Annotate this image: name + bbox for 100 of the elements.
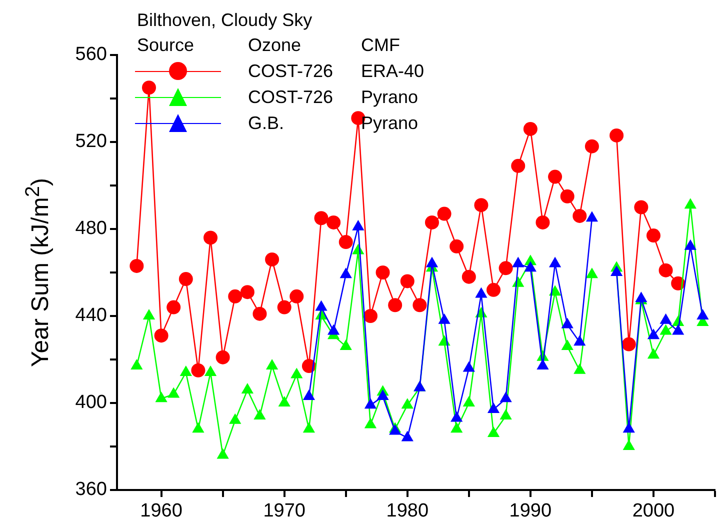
point: [426, 256, 438, 268]
point: [364, 418, 377, 428]
point: [401, 430, 414, 442]
point: [254, 409, 266, 420]
point: [265, 252, 280, 266]
x-tick-label: 1990: [509, 500, 552, 522]
point: [328, 324, 340, 335]
point: [536, 215, 550, 230]
point: [240, 285, 254, 300]
point: [178, 272, 193, 286]
point: [142, 80, 156, 95]
x-tick-label: 1970: [263, 500, 306, 522]
y-tick-label: 440: [75, 305, 107, 326]
point: [340, 339, 352, 350]
point: [192, 422, 204, 433]
point: [511, 158, 526, 173]
point: [241, 382, 254, 394]
point: [586, 268, 598, 278]
point: [610, 266, 623, 276]
point: [586, 211, 598, 222]
point: [168, 387, 180, 398]
point: [166, 300, 181, 314]
point: [622, 337, 636, 352]
point: [180, 366, 192, 376]
point: [252, 306, 267, 321]
point: [155, 392, 168, 402]
legend-label: G.B. Pyrano: [248, 112, 418, 135]
point: [130, 258, 144, 273]
point: [658, 263, 673, 278]
point: [561, 318, 574, 328]
point: [352, 220, 364, 230]
x-tick-label: 1980: [386, 500, 429, 522]
point: [191, 363, 206, 378]
point: [660, 313, 672, 324]
point: [376, 389, 389, 400]
point: [524, 261, 536, 272]
text: Source Ozone CMF: [137, 35, 400, 55]
point: [486, 282, 501, 297]
point: [437, 206, 452, 221]
y-tick-label: 400: [75, 392, 107, 414]
point: [498, 261, 513, 276]
point: [278, 396, 290, 406]
point: [400, 274, 414, 288]
point: [438, 313, 450, 324]
point: [142, 309, 156, 320]
point: [228, 289, 242, 304]
point: [622, 422, 635, 433]
point: [388, 298, 402, 312]
point: [326, 215, 341, 230]
y-tick-label: 480: [75, 218, 107, 240]
point: [512, 256, 524, 268]
point: [684, 239, 696, 250]
point: [338, 235, 353, 250]
point: [315, 300, 328, 311]
y-tick-label: 560: [75, 44, 107, 66]
point: [684, 198, 696, 209]
point: [572, 208, 587, 223]
point: [412, 298, 427, 312]
point: [302, 389, 316, 400]
point: [610, 128, 624, 142]
point: [216, 350, 230, 364]
point: [424, 215, 439, 230]
point: [574, 335, 586, 346]
point: [266, 359, 278, 370]
point: [487, 426, 500, 437]
point: [314, 211, 328, 226]
point: [634, 200, 648, 214]
point: [536, 359, 549, 370]
point: [229, 413, 242, 424]
point: [204, 230, 218, 245]
x-tick-label: 1960: [140, 500, 182, 522]
point: [290, 289, 304, 304]
point: [130, 359, 143, 370]
point: [376, 266, 390, 280]
legend-label: COST-726 Pyrano: [248, 86, 418, 109]
point: [216, 448, 229, 459]
point: [523, 122, 538, 136]
point: [363, 309, 378, 323]
point: [290, 368, 303, 378]
point: [560, 189, 574, 204]
point: [574, 363, 586, 374]
y-tick-label: 520: [75, 131, 107, 152]
point: [500, 409, 512, 420]
point: [647, 328, 660, 340]
point: [154, 328, 168, 343]
point: [462, 361, 475, 372]
point: [475, 287, 488, 298]
point: [660, 324, 672, 335]
point: [474, 198, 488, 212]
point: [584, 139, 599, 154]
x-tick-label: 2000: [632, 500, 675, 522]
point: [622, 440, 635, 450]
legend-label: COST-726 ERA-40: [248, 60, 424, 83]
point: [462, 270, 476, 284]
point: [696, 309, 709, 320]
point: [302, 422, 316, 433]
point: [340, 268, 352, 278]
point: [548, 256, 562, 268]
point: [204, 366, 217, 376]
chart-title: Bilthoven, Cloudy Sky: [137, 10, 312, 31]
